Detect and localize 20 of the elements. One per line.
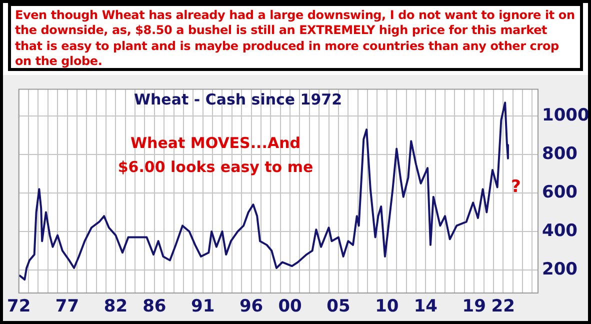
chart-title: Wheat - Cash since 1972 bbox=[134, 90, 342, 109]
text: Even though Wheat has already had a large downswing, I do not want to ignore it on the downside, as, $8.50 a bushel is still an EXTREMELY high price for this market that is easy to plant and is maybe produced in more countries than any other crop on the globe. bbox=[8, 3, 583, 71]
x-tick-label: 86 bbox=[142, 296, 166, 317]
x-tick-label: 72 bbox=[6, 296, 31, 317]
y-tick-label: 400 bbox=[542, 220, 578, 241]
x-tick-label: 05 bbox=[326, 296, 350, 317]
x-tick-label: 10 bbox=[375, 296, 399, 317]
x-tick-label: 14 bbox=[414, 296, 438, 317]
annotation: ? bbox=[511, 177, 521, 197]
y-tick-label: 600 bbox=[542, 182, 578, 202]
x-tick-label: 91 bbox=[191, 296, 215, 317]
x-tick-label: 77 bbox=[55, 296, 80, 317]
x-tick-label: 19 bbox=[462, 296, 486, 317]
x-tick-label: 96 bbox=[239, 296, 264, 317]
y-tick-label: 800 bbox=[542, 144, 578, 164]
x-tick-label: 82 bbox=[104, 296, 128, 317]
y-tick-label: 200 bbox=[542, 259, 578, 280]
annotation: Wheat MOVES...And $6.00 looks easy to me bbox=[116, 133, 314, 178]
x-tick-label: 22 bbox=[491, 296, 515, 317]
x-tick-label: 00 bbox=[278, 296, 302, 317]
